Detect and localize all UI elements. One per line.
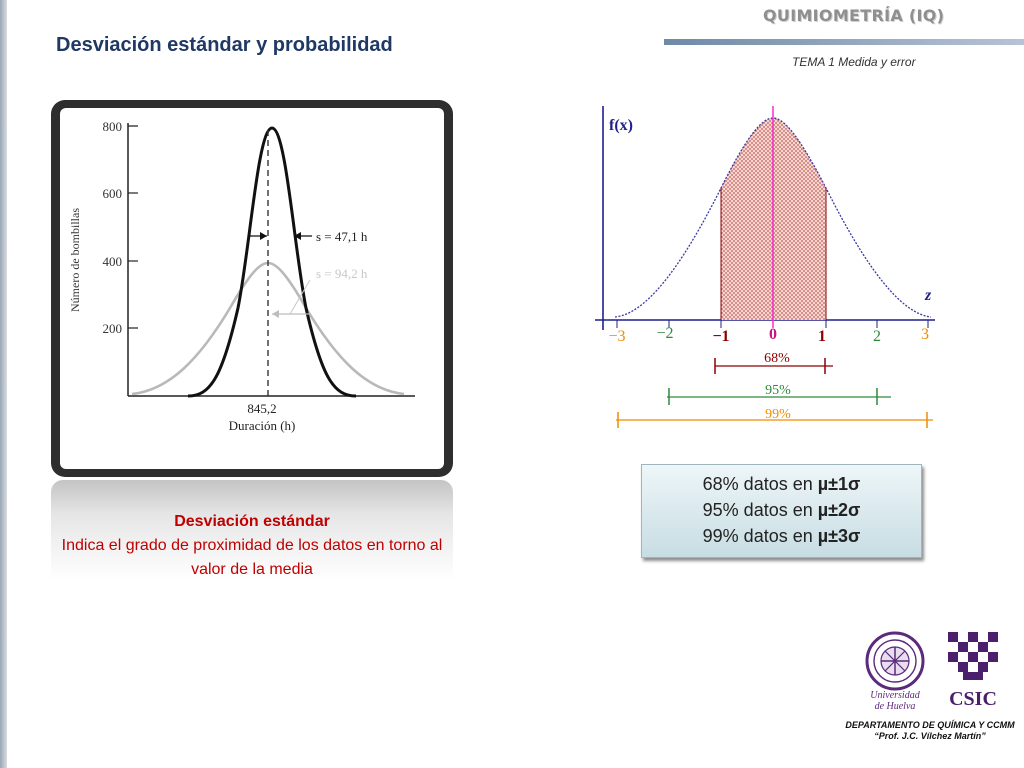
- interval-99-label: 99%: [765, 407, 791, 422]
- department-name: DEPARTAMENTO DE QUÍMICA Y CCMM: [845, 720, 1015, 730]
- caption: Desviación estándar Indica el grado de p…: [51, 510, 453, 582]
- info-row-68: 68% datos en µ±1σ: [702, 474, 861, 494]
- y-tick-400: 400: [103, 254, 123, 269]
- tick-plus-1: 1: [818, 328, 826, 345]
- tick-minus-3: −3: [608, 328, 625, 345]
- topic-subtitle: TEMA 1 Medida y error: [792, 55, 916, 69]
- slide-title: Desviación estándar y probabilidad: [56, 34, 393, 56]
- fx-label: f(x): [609, 117, 633, 134]
- info-row-99: 99% datos en µ±3σ: [702, 526, 861, 546]
- university-name-line2: de Huelva: [875, 701, 916, 712]
- mean-value-label: 845,2: [247, 401, 276, 416]
- y-tick-800: 800: [103, 119, 123, 134]
- normal-curve: [614, 117, 932, 318]
- normal-distribution-figure: f(x) z −3 −2 −1 0 1 2 3 68% 95% 99%: [595, 106, 935, 428]
- y-tick-600: 600: [103, 186, 123, 201]
- course-title: QUIMIOMETRÍA (IQ): [763, 6, 945, 25]
- tick-minus-2: −2: [656, 325, 673, 342]
- bulb-lifetime-plot: 800 600 400 200 Número de bombillas s = …: [68, 119, 415, 433]
- caption-heading: Desviación estándar: [174, 513, 330, 530]
- caption-text: Indica el grado de proximidad de los dat…: [61, 537, 443, 578]
- header-rule: [664, 39, 1024, 45]
- coverage-info-box: 68% datos en µ±1σ 95% datos en µ±2σ 99% …: [641, 464, 922, 558]
- department-footer: DEPARTAMENTO DE QUÍMICA Y CCMM “Prof. J.…: [836, 720, 1024, 742]
- interval-68-label: 68%: [764, 351, 790, 366]
- left-accent-band: [0, 0, 7, 768]
- wide-sigma-label: s = 94,2 h: [316, 266, 368, 281]
- tick-zero: 0: [769, 326, 777, 343]
- narrow-distribution-curve: [187, 126, 357, 398]
- bulb-lifetime-figure: 800 600 400 200 Número de bombillas s = …: [60, 108, 444, 469]
- csic-wordmark: CSIC: [949, 688, 997, 710]
- tick-minus-1: −1: [712, 328, 729, 345]
- university-name-line1: Universidad: [870, 690, 920, 701]
- info-row-95: 95% datos en µ±2σ: [702, 500, 861, 520]
- interval-95-label: 95%: [765, 383, 791, 398]
- tick-plus-3: 3: [921, 326, 929, 343]
- university-huelva-logo: Universidad de Huelva: [865, 631, 925, 712]
- figure-frame: 800 600 400 200 Número de bombillas s = …: [51, 100, 453, 477]
- y-tick-200: 200: [103, 321, 123, 336]
- narrow-sigma-label: s = 47,1 h: [316, 229, 368, 244]
- csic-logo: CSIC: [948, 632, 998, 710]
- z-label: z: [924, 287, 932, 304]
- x-axis-label: Duración (h): [229, 418, 296, 433]
- tick-plus-2: 2: [873, 328, 881, 345]
- y-axis-label: Número de bombillas: [68, 208, 82, 312]
- professor-name: “Prof. J.C. Vílchez Martín”: [874, 731, 986, 741]
- frame-reflection: [51, 480, 453, 580]
